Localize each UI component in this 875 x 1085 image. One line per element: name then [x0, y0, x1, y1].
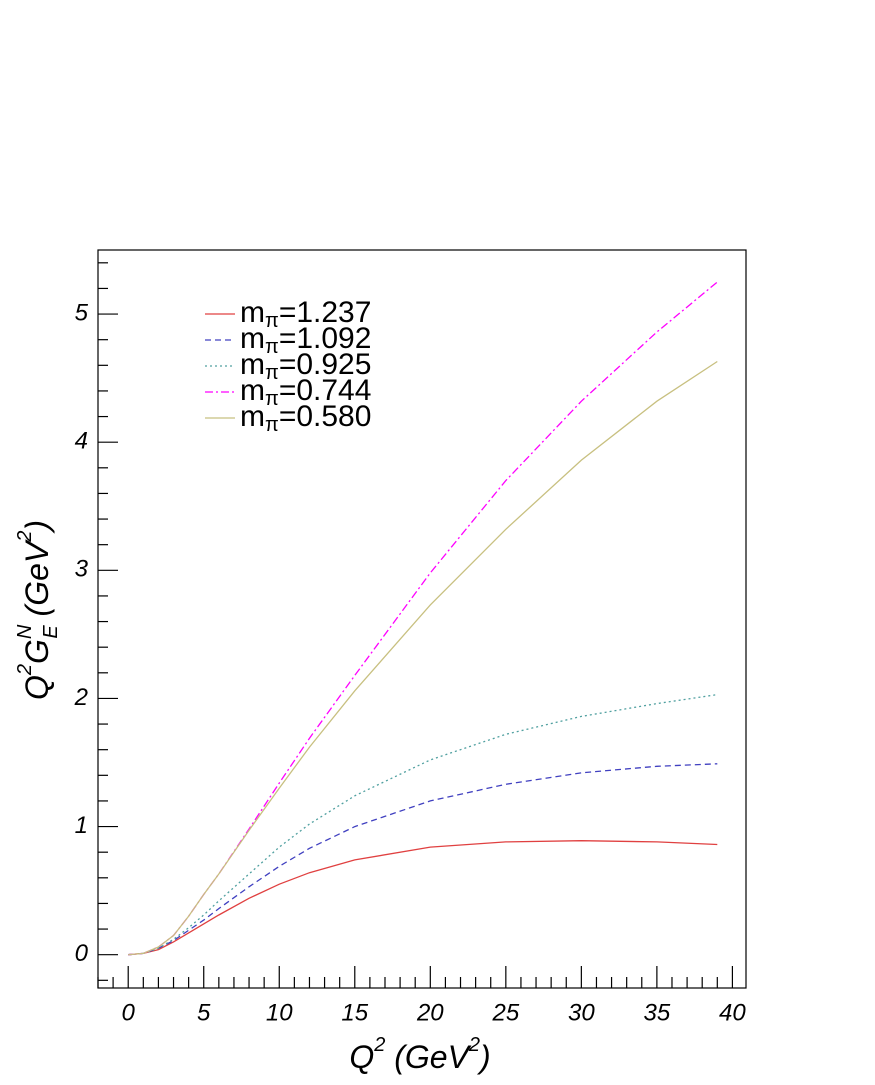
y-tick-label: 4 [75, 428, 88, 455]
legend-text: =1.092 [279, 322, 372, 355]
series-line [128, 360, 718, 956]
legend-text: =0.580 [279, 400, 372, 433]
x-tick-label: 15 [341, 999, 368, 1026]
legend-text: m [240, 322, 265, 355]
legend-text: π [265, 310, 279, 332]
legend-text: m [240, 400, 265, 433]
legend-text: m [240, 374, 265, 407]
legend-text: π [265, 336, 279, 358]
legend-label: mπ=1.092 [240, 322, 371, 358]
y-tick-label: 0 [75, 940, 89, 967]
legend-label: mπ=1.237 [240, 296, 371, 332]
series-line [128, 281, 718, 956]
legend-text: =0.744 [279, 374, 372, 407]
legend-text: m [240, 348, 265, 381]
legend-text: π [265, 388, 279, 410]
x-tick-label: 0 [122, 999, 136, 1026]
x-tick-label: 30 [568, 999, 595, 1026]
y-tick-label: 5 [75, 299, 89, 326]
legend-text: m [240, 296, 265, 329]
legend-label: mπ=0.925 [240, 348, 371, 384]
x-tick-label: 40 [719, 999, 746, 1026]
y-axis-label: Q2GN E (GeV2) [14, 520, 62, 700]
legend-text: =0.925 [279, 348, 372, 381]
series-line [128, 840, 718, 956]
plot-frame [97, 249, 747, 989]
x-tick-label: 35 [644, 999, 671, 1026]
series-line [128, 763, 718, 956]
x-tick-label: 25 [491, 999, 519, 1026]
y-tick-label: 3 [75, 556, 89, 583]
legend-text: π [265, 362, 279, 384]
y-tick-label: 1 [75, 812, 88, 839]
x-tick-label: 10 [266, 999, 293, 1026]
x-tick-label: 20 [416, 999, 444, 1026]
legend-label: mπ=0.580 [240, 400, 371, 436]
legend-text: =1.237 [279, 296, 372, 329]
legend-label: mπ=0.744 [240, 374, 371, 410]
legend-text: π [265, 414, 279, 436]
y-tick-label: 2 [74, 684, 88, 711]
x-axis-label: Q2 (GeV2) [349, 1034, 490, 1075]
x-tick-label: 5 [197, 999, 211, 1026]
